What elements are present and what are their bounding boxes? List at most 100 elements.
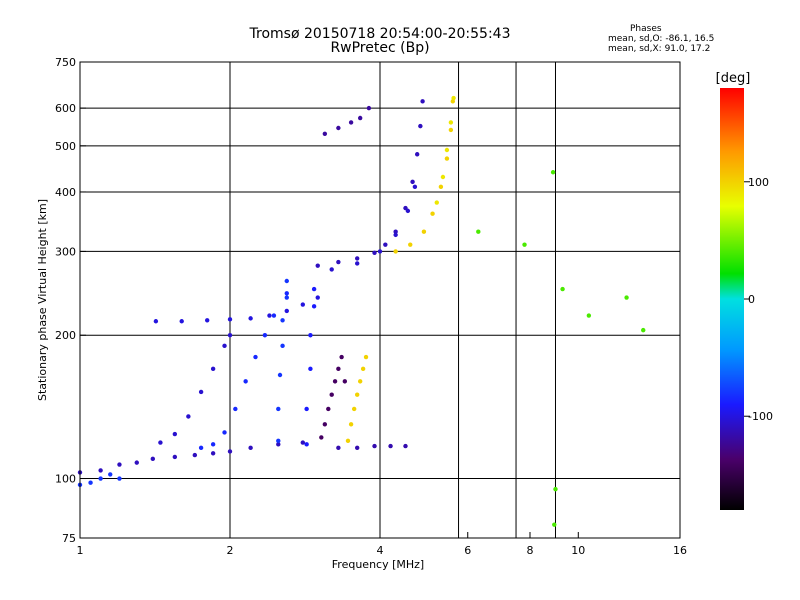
data-point	[233, 406, 238, 412]
data-point	[388, 443, 393, 449]
data-point	[248, 445, 253, 451]
data-point	[153, 319, 159, 324]
data-point	[444, 147, 450, 153]
data-point	[586, 313, 592, 318]
colorbar	[720, 88, 744, 510]
x-tick-label: 10	[571, 544, 585, 557]
x-tick-label: 4	[377, 544, 384, 557]
y-tick-label: 500	[55, 140, 76, 153]
data-point	[339, 354, 344, 360]
stats-header: Phases	[630, 24, 662, 34]
x-tick-label: 16	[673, 544, 687, 557]
data-point	[300, 440, 306, 445]
data-point	[410, 179, 415, 185]
chart-title: Tromsø 20150718 20:54:00-20:55:43	[249, 26, 511, 42]
y-tick-label: 300	[55, 245, 76, 258]
data-point	[366, 105, 372, 111]
data-point	[227, 333, 233, 338]
x-tick-label: 2	[227, 544, 234, 557]
data-point	[348, 422, 354, 427]
data-point	[284, 291, 289, 296]
data-point	[372, 250, 377, 256]
data-point	[117, 462, 122, 467]
data-point	[393, 249, 398, 254]
data-point	[342, 379, 348, 384]
data-point	[641, 327, 646, 333]
x-tick-label: 1	[77, 544, 84, 557]
data-point	[243, 379, 248, 384]
data-point	[284, 295, 289, 300]
data-point	[522, 242, 527, 247]
data-point	[322, 422, 328, 427]
data-point	[300, 302, 306, 307]
data-point	[377, 249, 383, 254]
data-point	[222, 430, 227, 435]
y-tick-label: 75	[62, 532, 76, 545]
data-point	[434, 200, 439, 205]
data-point	[476, 229, 481, 234]
data-point	[345, 438, 351, 444]
data-point	[117, 476, 122, 481]
data-point	[319, 435, 324, 440]
data-point	[198, 445, 204, 451]
data-point	[553, 486, 558, 492]
data-point	[405, 208, 411, 214]
data-point	[276, 438, 281, 444]
y-tick-label: 600	[55, 102, 76, 115]
data-point	[280, 343, 285, 349]
data-point	[267, 313, 272, 318]
data-point	[363, 354, 369, 360]
data-point	[360, 366, 366, 372]
data-point	[326, 406, 331, 412]
data-point	[348, 120, 354, 125]
y-tick-label: 200	[55, 329, 76, 342]
data-point	[315, 295, 320, 300]
data-point	[284, 308, 289, 314]
data-point	[336, 259, 341, 265]
data-point	[158, 440, 163, 445]
colorbar-tick-label: 100	[748, 176, 769, 189]
data-point	[311, 304, 317, 309]
data-point	[393, 232, 398, 238]
y-tick-label: 400	[55, 186, 76, 199]
data-point	[412, 184, 418, 190]
data-point	[210, 442, 216, 447]
y-tick-label: 100	[55, 473, 76, 486]
data-point	[308, 366, 313, 372]
data-point	[308, 333, 313, 338]
data-point	[420, 99, 425, 104]
data-point	[438, 184, 444, 190]
data-point	[624, 295, 629, 300]
data-point	[304, 406, 309, 412]
data-point	[354, 445, 360, 451]
data-point	[354, 256, 360, 261]
data-point	[336, 125, 341, 131]
data-point	[450, 99, 456, 104]
data-point	[560, 286, 565, 292]
data-point	[315, 263, 320, 268]
data-point	[172, 431, 178, 437]
data-point	[418, 123, 423, 129]
data-point	[403, 443, 408, 449]
data-point	[329, 392, 334, 397]
data-point	[414, 152, 420, 157]
data-point	[336, 445, 341, 451]
data-point	[134, 460, 139, 465]
data-point	[248, 316, 253, 321]
data-point	[372, 443, 377, 449]
data-point	[322, 131, 328, 136]
data-point	[204, 318, 210, 323]
data-point	[192, 452, 198, 458]
data-point	[383, 242, 388, 247]
data-point	[448, 127, 454, 133]
data-point	[440, 174, 446, 180]
colorbar-tick-label: 0	[748, 293, 755, 306]
data-point	[354, 261, 360, 266]
data-point	[271, 313, 277, 318]
data-point	[351, 406, 357, 412]
data-point	[280, 318, 285, 323]
data-point	[357, 115, 363, 121]
data-point	[98, 468, 103, 473]
